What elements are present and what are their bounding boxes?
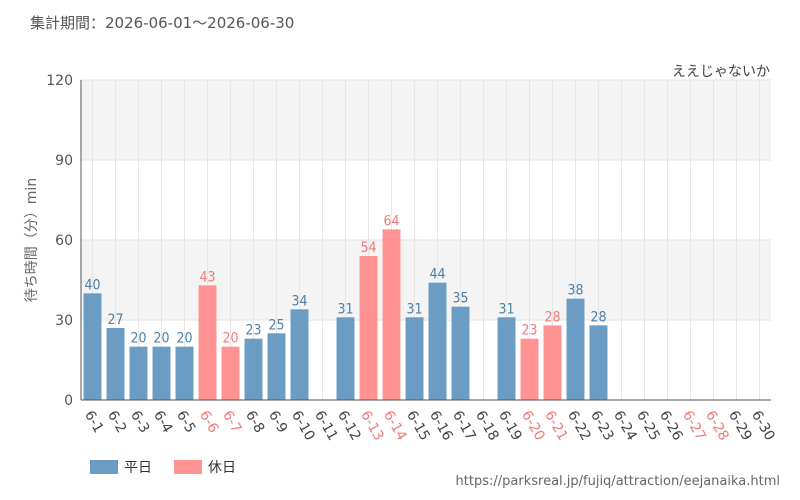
- bar: [106, 328, 125, 400]
- bar: [382, 229, 401, 400]
- data-label: 28: [590, 309, 606, 325]
- bar: [566, 298, 585, 400]
- x-tick-label: 6-25: [633, 408, 663, 444]
- bar: [428, 282, 447, 400]
- x-tick-label: 6-23: [587, 408, 617, 444]
- data-label: 27: [107, 312, 123, 328]
- bar: [451, 306, 470, 400]
- bar: [267, 333, 286, 400]
- x-tick-label: 6-6: [196, 408, 221, 436]
- x-tick-label: 6-27: [679, 408, 709, 444]
- data-label: 20: [130, 331, 146, 347]
- legend-weekday[interactable]: 平日: [90, 457, 152, 477]
- data-label: 34: [291, 293, 307, 309]
- x-tick-label: 6-30: [748, 408, 778, 444]
- x-tick-label: 6-9: [265, 408, 290, 436]
- bar: [359, 256, 378, 400]
- x-tick-label: 6-2: [104, 408, 129, 436]
- x-tick-label: 6-5: [173, 408, 198, 436]
- bar: [175, 346, 194, 400]
- x-tick-label: 6-11: [311, 408, 341, 444]
- data-label: 31: [406, 301, 422, 317]
- bar: [83, 293, 102, 400]
- x-tick-label: 6-18: [472, 408, 502, 444]
- bar: [221, 346, 240, 400]
- data-label: 20: [176, 331, 192, 347]
- period-label: 集計期間：2026-06-01～2026-06-30: [30, 14, 295, 32]
- y-tick-label: 90: [55, 153, 73, 169]
- x-tick-label: 6-28: [702, 408, 732, 444]
- x-tick-label: 6-26: [656, 408, 686, 444]
- x-tick-label: 6-21: [541, 408, 571, 444]
- bar: [198, 285, 217, 400]
- y-tick-label: 120: [46, 73, 73, 89]
- source-url[interactable]: https://parksreal.jp/fujiq/attraction/ee…: [455, 474, 780, 489]
- y-tick-label: 60: [55, 233, 73, 249]
- data-label: 44: [429, 267, 445, 283]
- data-label: 31: [337, 301, 353, 317]
- plot-band: [81, 240, 771, 320]
- bar: [290, 309, 309, 400]
- x-tick-label: 6-16: [426, 408, 456, 444]
- data-label: 38: [567, 283, 583, 299]
- ride-name: ええじゃないか: [672, 64, 770, 80]
- x-tick-label: 6-10: [288, 408, 318, 444]
- x-tick-label: 6-22: [564, 408, 594, 444]
- bar: [152, 346, 171, 400]
- data-label: 40: [84, 277, 100, 293]
- bar: [336, 317, 355, 400]
- y-tick-label: 0: [64, 393, 73, 409]
- x-tick-label: 6-1: [81, 408, 106, 436]
- data-label: 20: [153, 331, 169, 347]
- data-label: 35: [452, 291, 468, 307]
- x-tick-label: 6-13: [357, 408, 387, 444]
- x-tick-label: 6-12: [334, 408, 364, 444]
- legend-holiday-swatch: [174, 460, 202, 474]
- data-label: 43: [199, 269, 215, 285]
- data-label: 31: [498, 301, 514, 317]
- data-label: 28: [544, 309, 560, 325]
- legend-holiday[interactable]: 休日: [174, 457, 236, 477]
- x-tick-label: 6-20: [518, 408, 548, 444]
- y-tick-label: 30: [55, 313, 73, 329]
- bar: [129, 346, 148, 400]
- x-tick-label: 6-4: [150, 408, 175, 436]
- x-tick-label: 6-7: [219, 408, 244, 436]
- x-tick-label: 6-3: [127, 408, 152, 436]
- x-tick-label: 6-15: [403, 408, 433, 444]
- data-label: 23: [245, 323, 261, 339]
- bar: [497, 317, 516, 400]
- x-tick-label: 6-8: [242, 408, 267, 436]
- legend-holiday-label: 休日: [208, 460, 236, 476]
- legend-weekday-swatch: [90, 460, 118, 474]
- bar: [543, 325, 562, 400]
- x-tick-label: 6-17: [449, 408, 479, 444]
- x-tick-label: 6-14: [380, 408, 410, 444]
- x-tick-label: 6-19: [495, 408, 525, 444]
- data-label: 23: [521, 323, 537, 339]
- x-tick-label: 6-24: [610, 408, 640, 444]
- data-label: 20: [222, 331, 238, 347]
- bar: [244, 338, 263, 400]
- data-label: 64: [383, 213, 399, 229]
- data-label: 25: [268, 317, 284, 333]
- x-tick-label: 6-29: [725, 408, 755, 444]
- bar: [405, 317, 424, 400]
- legend-weekday-label: 平日: [124, 460, 152, 476]
- data-label: 54: [360, 240, 376, 256]
- bar: [520, 338, 539, 400]
- plot-band: [81, 80, 771, 160]
- bar: [589, 325, 608, 400]
- legend: 平日 休日: [90, 457, 236, 477]
